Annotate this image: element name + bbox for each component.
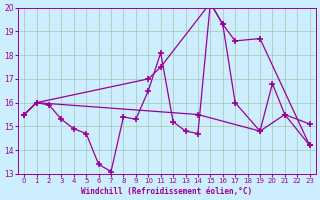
X-axis label: Windchill (Refroidissement éolien,°C): Windchill (Refroidissement éolien,°C) [81,187,252,196]
